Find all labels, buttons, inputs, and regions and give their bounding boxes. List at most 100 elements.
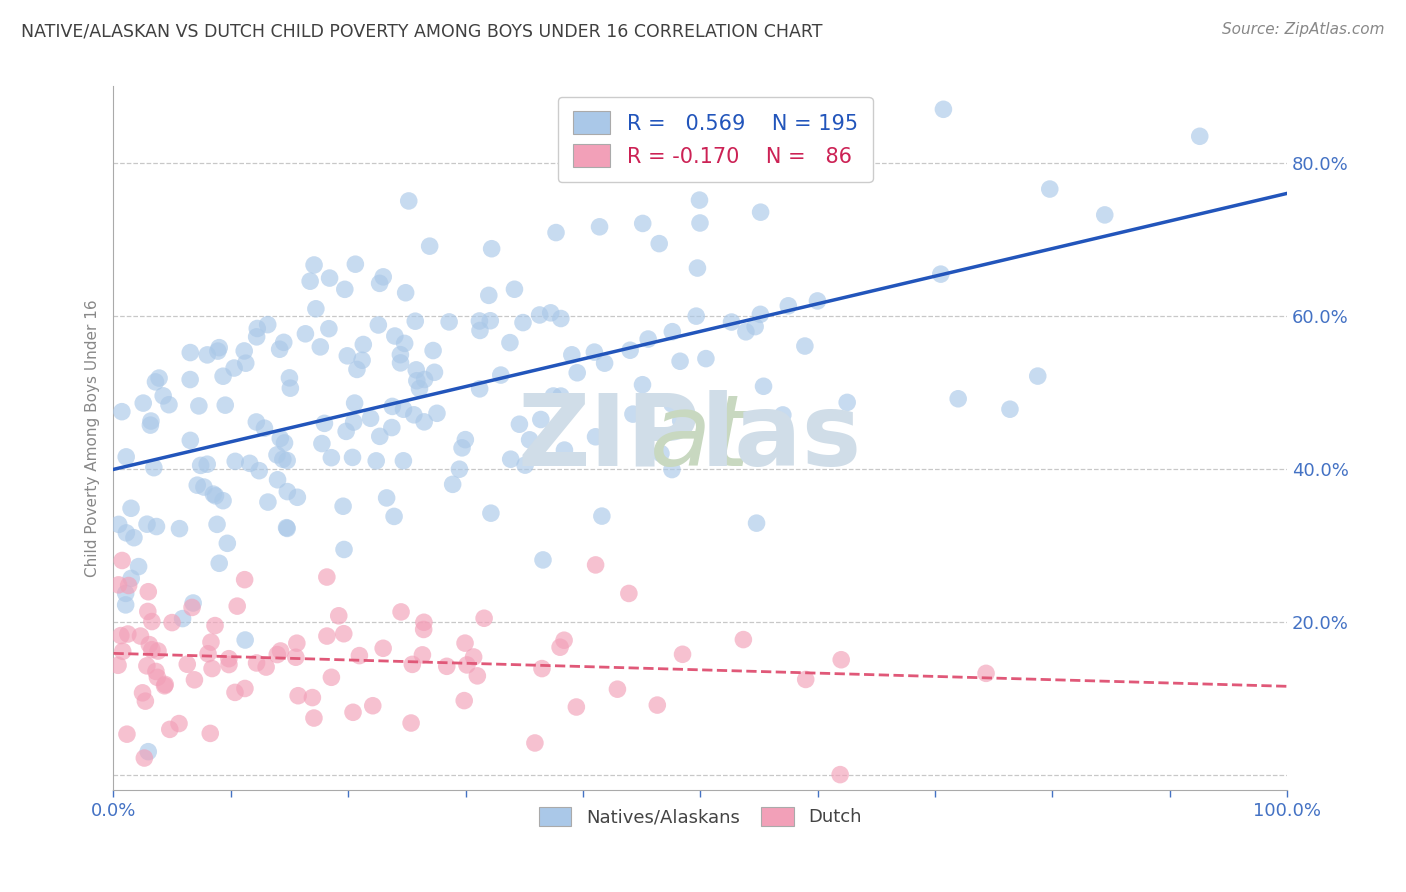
- Point: [381, 400, 404, 414]
- Point: [837, 395, 859, 409]
- Point: [136, 745, 159, 759]
- Point: [114, 586, 136, 600]
- Point: [183, 673, 205, 687]
- Legend: Natives/Alaskans, Dutch: Natives/Alaskans, Dutch: [531, 799, 869, 834]
- Point: [145, 519, 167, 533]
- Point: [148, 371, 170, 385]
- Point: [735, 325, 758, 339]
- Point: [284, 650, 307, 665]
- Point: [561, 348, 583, 362]
- Point: [302, 258, 325, 272]
- Point: [544, 226, 567, 240]
- Point: [756, 157, 779, 171]
- Point: [247, 464, 270, 478]
- Point: [256, 318, 278, 332]
- Point: [1188, 129, 1211, 144]
- Point: [606, 682, 628, 697]
- Text: las: las: [700, 390, 862, 487]
- Point: [553, 443, 575, 458]
- Point: [352, 353, 374, 368]
- Point: [145, 665, 167, 679]
- Point: [661, 397, 683, 411]
- Point: [550, 389, 572, 403]
- Point: [373, 641, 395, 656]
- Point: [503, 282, 526, 296]
- Point: [946, 392, 969, 406]
- Point: [451, 441, 474, 455]
- Point: [368, 429, 391, 443]
- Point: [617, 586, 640, 600]
- Point: [212, 493, 235, 508]
- Point: [186, 478, 208, 492]
- Point: [318, 321, 340, 335]
- Point: [321, 450, 343, 465]
- Point: [153, 679, 176, 693]
- Point: [689, 193, 711, 207]
- Point: [1026, 369, 1049, 384]
- Point: [136, 604, 159, 618]
- Point: [468, 382, 491, 396]
- Point: [695, 351, 717, 366]
- Point: [436, 659, 458, 673]
- Point: [224, 454, 246, 468]
- Point: [343, 415, 366, 429]
- Point: [344, 257, 367, 271]
- Point: [270, 644, 292, 658]
- Point: [346, 362, 368, 376]
- Point: [423, 365, 446, 379]
- Point: [176, 657, 198, 672]
- Point: [276, 521, 298, 535]
- Point: [342, 450, 364, 465]
- Point: [548, 640, 571, 655]
- Point: [343, 396, 366, 410]
- Point: [245, 656, 267, 670]
- Point: [179, 345, 201, 359]
- Point: [373, 269, 395, 284]
- Point: [245, 415, 267, 429]
- Point: [650, 446, 672, 460]
- Point: [218, 657, 240, 672]
- Point: [115, 450, 138, 464]
- Point: [794, 673, 817, 687]
- Point: [152, 389, 174, 403]
- Point: [565, 700, 588, 714]
- Point: [733, 632, 755, 647]
- Point: [128, 559, 150, 574]
- Point: [122, 531, 145, 545]
- Point: [468, 323, 491, 337]
- Point: [661, 462, 683, 476]
- Point: [224, 685, 246, 699]
- Point: [110, 629, 132, 643]
- Point: [1039, 182, 1062, 196]
- Point: [929, 267, 952, 281]
- Point: [384, 329, 406, 343]
- Point: [314, 417, 336, 431]
- Point: [479, 506, 502, 520]
- Point: [333, 282, 356, 296]
- Point: [375, 491, 398, 505]
- Point: [519, 433, 541, 447]
- Point: [224, 361, 246, 376]
- Point: [204, 618, 226, 632]
- Point: [316, 629, 339, 643]
- Point: [685, 309, 707, 323]
- Point: [201, 661, 224, 675]
- Point: [806, 293, 828, 308]
- Point: [135, 658, 157, 673]
- Point: [404, 314, 426, 328]
- Point: [318, 271, 340, 285]
- Point: [273, 335, 295, 350]
- Point: [752, 379, 775, 393]
- Point: [266, 448, 288, 462]
- Point: [276, 521, 298, 535]
- Point: [593, 356, 616, 370]
- Point: [389, 605, 412, 619]
- Point: [233, 633, 256, 648]
- Point: [368, 277, 391, 291]
- Point: [146, 644, 169, 658]
- Point: [645, 698, 668, 712]
- Point: [285, 636, 308, 650]
- Point: [749, 307, 772, 321]
- Point: [367, 318, 389, 332]
- Point: [302, 711, 325, 725]
